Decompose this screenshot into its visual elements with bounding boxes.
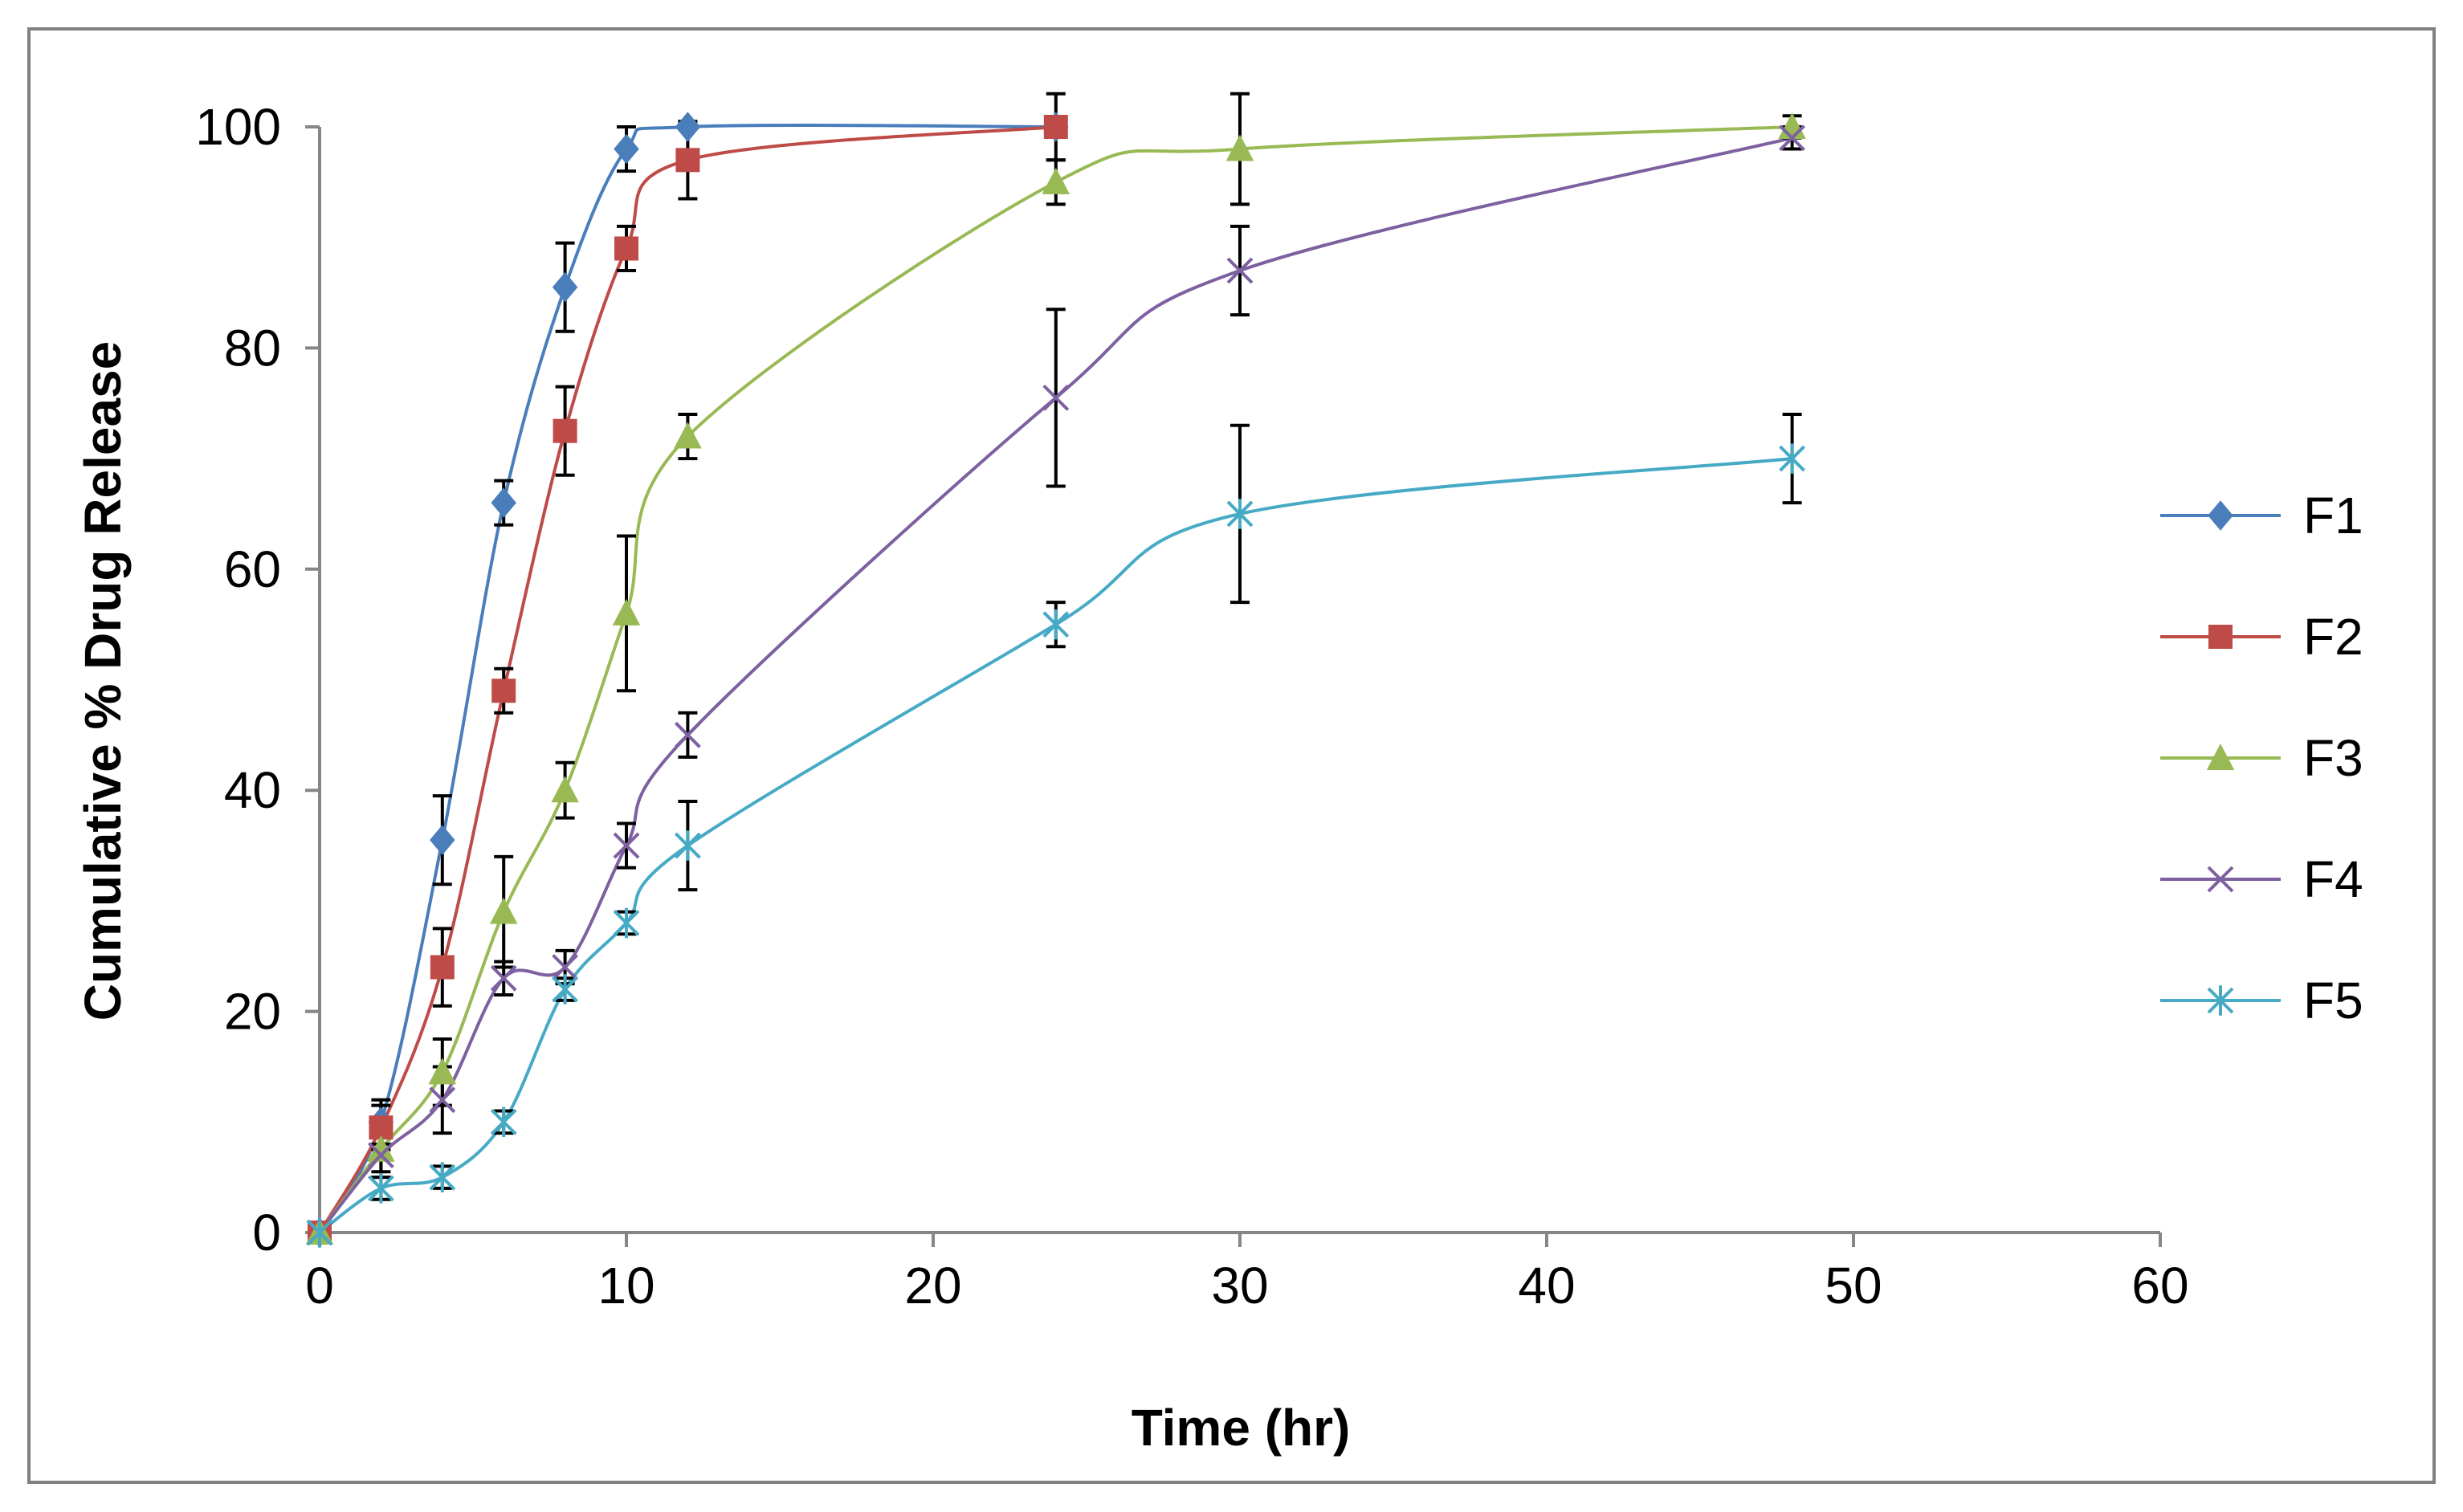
x-tick-label-0: 0 — [305, 1257, 334, 1314]
point-f5-t12 — [674, 830, 701, 861]
point-f2-t12 — [675, 148, 700, 173]
point-f1-t8 — [552, 271, 578, 303]
point-f4-t30 — [1226, 257, 1254, 284]
point-f2-t10 — [614, 236, 638, 261]
legend-marker-f3 — [2206, 744, 2235, 770]
x-tick-label-10: 10 — [597, 1257, 654, 1314]
point-f1-t6 — [491, 487, 516, 518]
y-axis-title: Cumulative % Drug Release — [74, 341, 132, 1021]
chart-border — [27, 27, 2436, 1484]
legend-item-f3: F3 — [2160, 729, 2363, 787]
x-tick-label-40: 40 — [1518, 1257, 1575, 1314]
legend-item-f1: F1 — [2160, 487, 2363, 544]
point-f3-t4 — [428, 1058, 457, 1085]
series-line-f5 — [318, 457, 1792, 1234]
point-f5-t10 — [613, 907, 640, 939]
point-f3-t12 — [674, 422, 702, 449]
point-f2-t6 — [491, 679, 516, 703]
point-f5-t0 — [306, 1217, 333, 1248]
legend-marker-f5 — [2207, 985, 2234, 1016]
legend-label-f4: F4 — [2303, 850, 2363, 908]
legend-label-f3: F3 — [2303, 729, 2363, 787]
legend-item-f4: F4 — [2160, 850, 2363, 908]
y-tick-label-80: 80 — [224, 319, 281, 377]
legend-label-f5: F5 — [2303, 972, 2363, 1029]
point-f4-t8 — [552, 954, 579, 980]
x-tick-label-60: 60 — [2131, 1257, 2188, 1314]
x-tick-label-50: 50 — [1825, 1257, 1882, 1314]
y-tick-label-60: 60 — [224, 540, 281, 598]
point-f5-t8 — [552, 974, 579, 1005]
point-f3-t24 — [1042, 167, 1070, 194]
point-f2-t4 — [430, 955, 455, 980]
legend-label-f1: F1 — [2303, 487, 2363, 544]
legend-marker-f1 — [2208, 500, 2233, 531]
x-axis-title: Time (hr) — [1132, 1399, 1351, 1457]
point-f3-t8 — [551, 776, 579, 803]
point-f2-t24 — [1043, 115, 1068, 139]
point-f2-t8 — [553, 418, 577, 443]
y-tick-label-0: 0 — [252, 1204, 281, 1261]
legend-label-f2: F2 — [2303, 608, 2363, 666]
legend-item-f5: F5 — [2160, 972, 2363, 1029]
point-f4-t6 — [490, 964, 517, 992]
x-tick-label-30: 30 — [1211, 1257, 1268, 1314]
point-f3-t2 — [367, 1135, 395, 1162]
point-f5-t24 — [1042, 609, 1070, 640]
point-f5-t2 — [367, 1173, 394, 1204]
point-f1-t4 — [430, 825, 455, 855]
point-f5-t6 — [490, 1106, 517, 1138]
point-f5-t48 — [1779, 443, 1806, 474]
legend-item-f2: F2 — [2160, 608, 2363, 666]
point-f4-t10 — [613, 832, 640, 859]
point-f3-t10 — [612, 598, 641, 626]
point-f4-t4 — [429, 1086, 456, 1114]
legend-marker-f4 — [2207, 866, 2234, 893]
legend-marker-f2 — [2208, 625, 2233, 649]
markers-group — [305, 112, 1806, 1248]
point-f3-t6 — [489, 897, 518, 924]
point-f1-t10 — [614, 133, 639, 165]
point-f4-t24 — [1042, 384, 1070, 411]
point-f5-t4 — [429, 1162, 456, 1192]
y-tick-label-20: 20 — [224, 983, 281, 1041]
axes-group: 0 10 20 30 40 50 60 0 20 40 60 80 100 — [195, 98, 2188, 1314]
point-f4-t2 — [367, 1142, 394, 1169]
point-f1-t12 — [675, 112, 701, 142]
point-f5-t30 — [1226, 499, 1254, 529]
point-f4-t48 — [1779, 124, 1806, 152]
y-tick-label-40: 40 — [224, 761, 281, 819]
x-tick-label-20: 20 — [904, 1257, 961, 1314]
legend: F1 F2 F3 F4 F5 — [2160, 487, 2363, 1029]
y-tick-label-100: 100 — [195, 98, 281, 156]
point-f3-t30 — [1225, 134, 1254, 161]
point-f4-t12 — [674, 721, 701, 748]
